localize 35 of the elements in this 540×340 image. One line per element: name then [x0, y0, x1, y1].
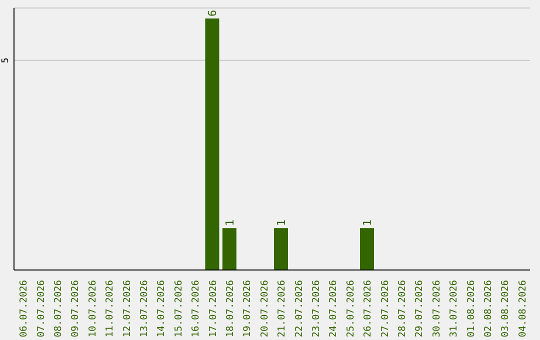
x-tick-label: 07.07.2026: [36, 280, 47, 338]
data-label: 1: [361, 219, 374, 226]
x-tick-label: 02.08.2026: [483, 280, 494, 338]
data-label: 1: [275, 219, 288, 226]
x-tick-label: 29.07.2026: [414, 280, 426, 338]
x-tick-label: 31.07.2026: [448, 280, 460, 338]
data-label: 6: [206, 10, 220, 16]
x-tick-label: 18.07.2026: [225, 280, 236, 338]
x-tick-label: 06.07.2026: [18, 280, 30, 338]
x-tick-label: 04.08.2026: [517, 280, 528, 338]
data-label: 1: [223, 219, 236, 226]
x-tick-label: 03.08.2026: [500, 280, 512, 338]
x-tick-label: 26.07.2026: [362, 280, 374, 338]
x-tick-label: 16.07.2026: [190, 280, 202, 338]
x-tick-label: 13.07.2026: [139, 280, 150, 338]
x-tick-label: 27.07.2026: [380, 280, 391, 338]
x-tick-label: 22.07.2026: [294, 280, 305, 338]
x-tick-label: 20.07.2026: [259, 280, 270, 338]
x-tick-label: 30.07.2026: [431, 280, 442, 338]
x-tick-label: 19.07.2026: [242, 280, 254, 338]
x-tick-label: 08.07.2026: [53, 280, 64, 338]
x-tick-label: 09.07.2026: [70, 280, 82, 338]
x-tick-label: 15.07.2026: [173, 280, 184, 338]
x-tick-label: 12.07.2026: [122, 280, 133, 338]
x-tick-label: 23.07.2026: [311, 280, 322, 338]
x-tick-label: 17.07.2026: [208, 280, 219, 338]
x-tick-label: 24.07.2026: [328, 280, 340, 338]
x-tick-label: 10.07.2026: [87, 280, 98, 338]
x-tick-label: 28.07.2026: [397, 280, 408, 338]
x-tick-label: 21.07.2026: [276, 280, 288, 338]
x-tick-label: 11.07.2026: [104, 280, 116, 338]
y-tick-label: 5: [1, 58, 11, 64]
x-tick-label: 14.07.2026: [156, 280, 168, 338]
x-tick-label: 01.08.2026: [466, 280, 477, 338]
x-tick-label: 25.07.2026: [345, 280, 356, 338]
